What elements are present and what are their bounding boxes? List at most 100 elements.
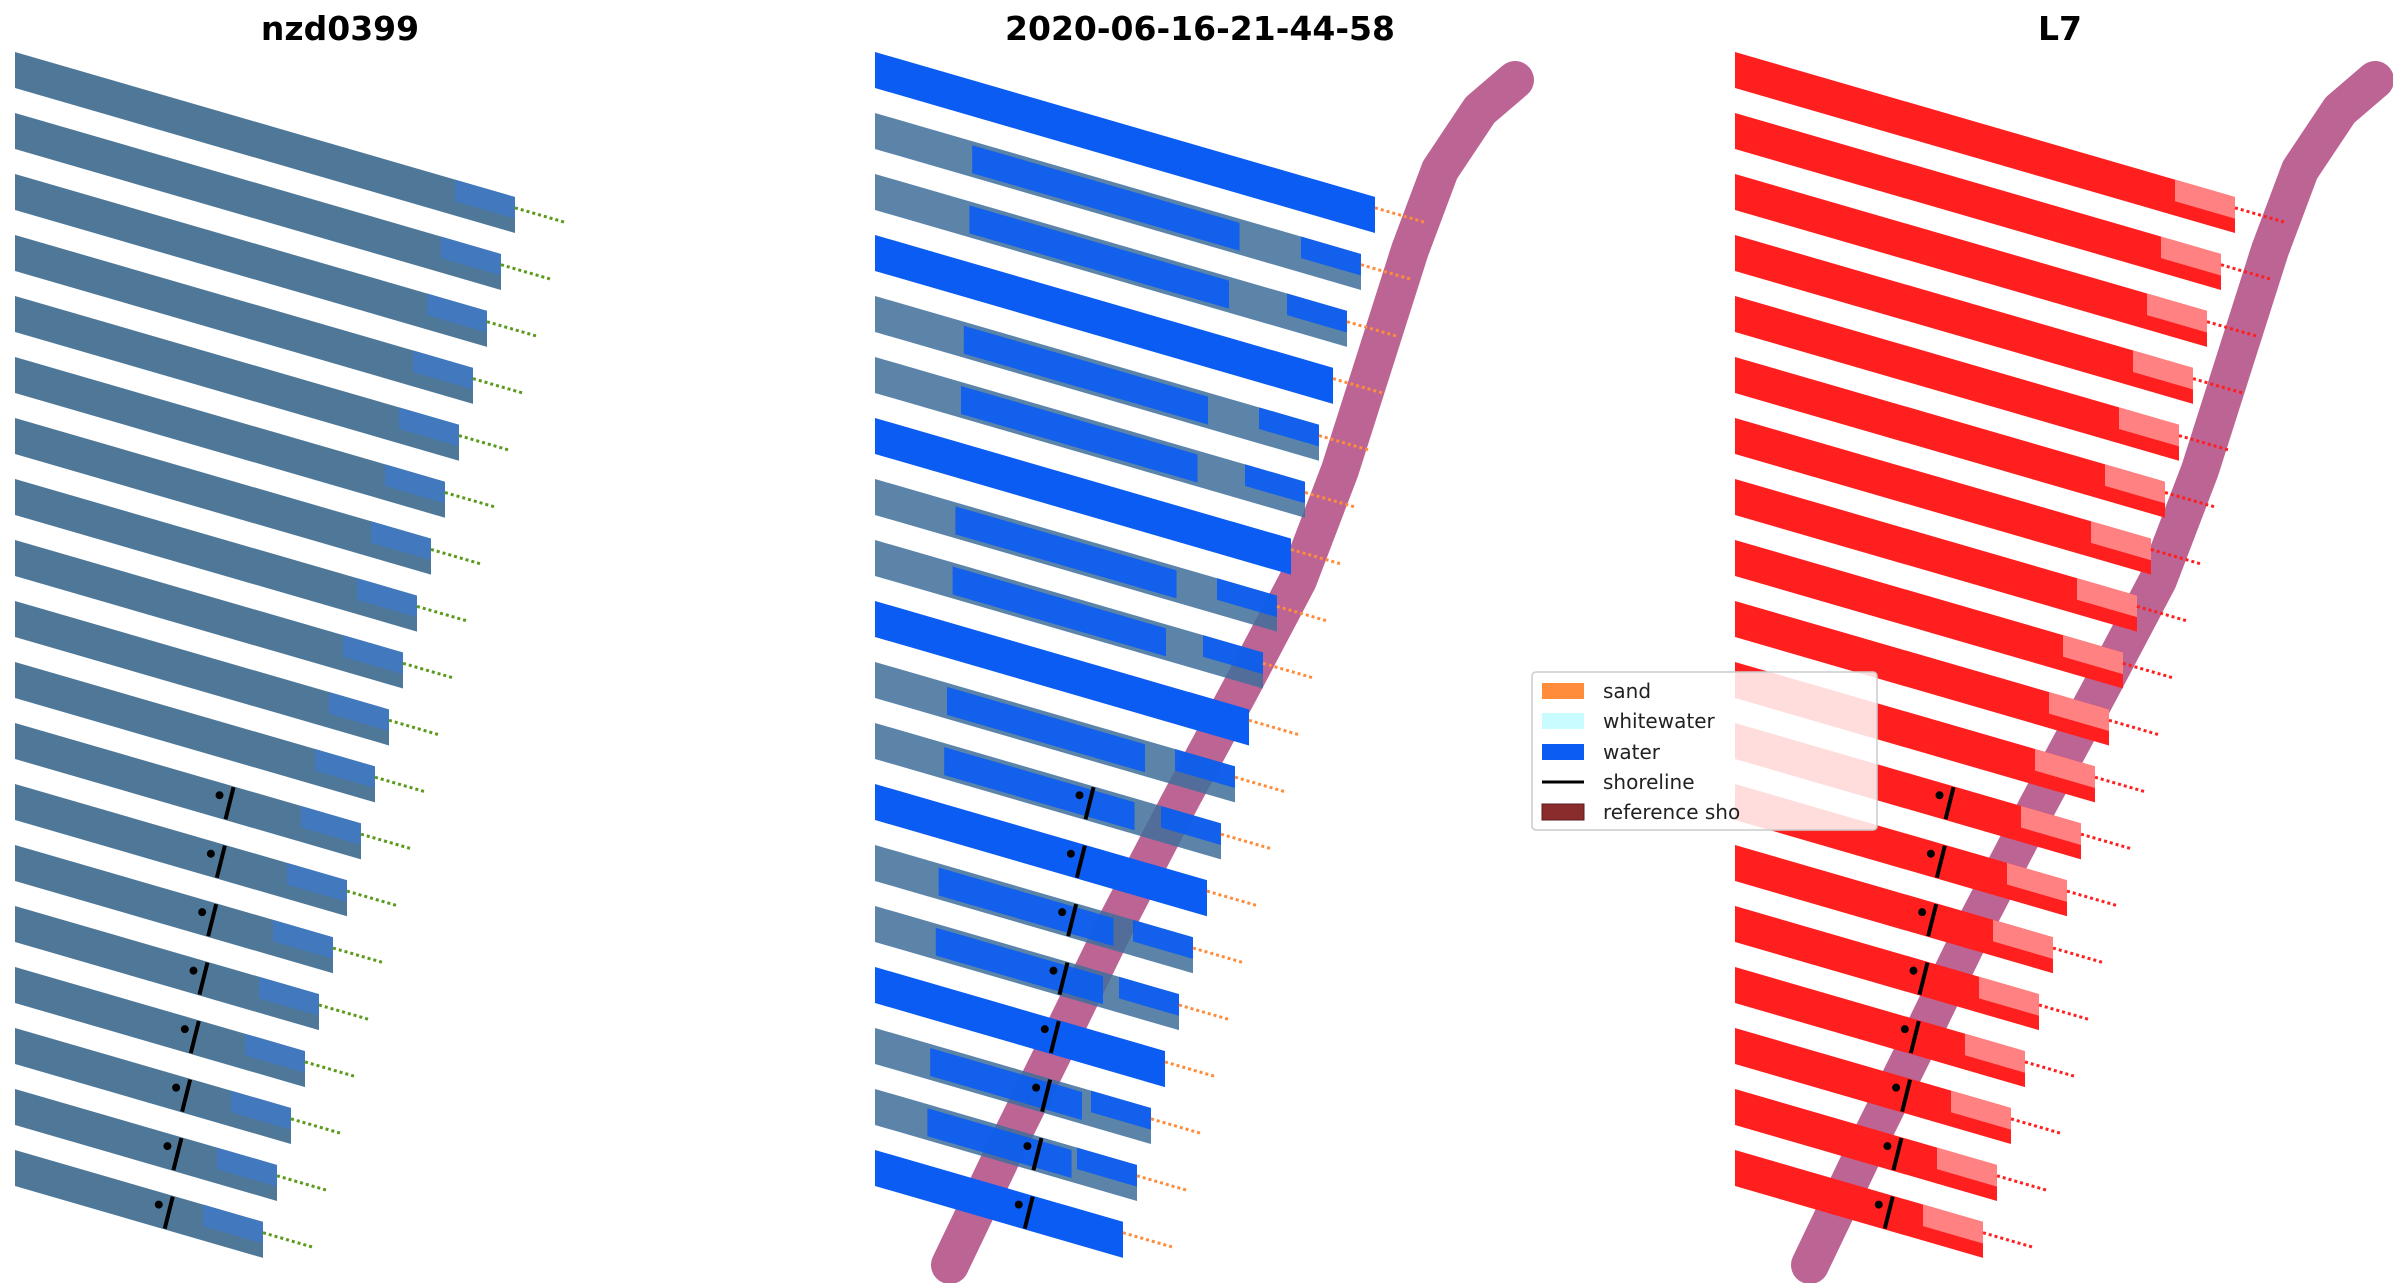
stripe-tail — [2038, 1003, 2090, 1021]
stripe-tip — [1175, 749, 1235, 788]
shoreline-dot — [206, 849, 215, 858]
panel-title-3: L7 — [2038, 9, 2082, 48]
image-stripe — [15, 418, 431, 575]
shoreline-dot — [1023, 1142, 1032, 1151]
stripe-tail — [1346, 320, 1398, 338]
stripe-tail — [388, 718, 440, 737]
shoreline-dot — [1918, 908, 1927, 917]
stripe-tip — [329, 692, 389, 732]
stripe-tip — [1077, 1147, 1137, 1187]
panel-index — [1735, 52, 2393, 1283]
shoreline-mark — [171, 1137, 184, 1171]
shoreline-mark — [1083, 786, 1096, 820]
image-stripe — [15, 906, 319, 1031]
stripe-tip — [2133, 350, 2193, 390]
shoreline-dot — [1014, 1200, 1023, 1209]
shoreline-mark — [1066, 903, 1079, 937]
stripe-tail — [360, 832, 412, 851]
shoreline-dot — [1926, 849, 1935, 858]
stripe-tip — [1063, 1204, 1123, 1244]
image-stripe — [1735, 540, 2123, 689]
image-stripe — [15, 235, 473, 404]
stripe-tail — [374, 775, 426, 794]
image-stripe — [1735, 845, 2053, 974]
stripe-tip — [1245, 464, 1305, 504]
image-stripe — [15, 784, 347, 917]
image-stripe — [15, 845, 333, 974]
stripe-tip — [2035, 749, 2095, 788]
image-stripe — [1735, 235, 2193, 404]
water-patch — [975, 85, 1250, 193]
stripe-tail — [1360, 263, 1412, 281]
stripe-tip — [2063, 635, 2123, 675]
stripe-tail — [1150, 1117, 1202, 1135]
shoreline-mark — [162, 1196, 175, 1230]
stripe-tail — [2122, 661, 2174, 680]
image-stripe — [1735, 296, 2179, 461]
stripe-tip — [413, 350, 473, 390]
stripe-tip — [1965, 1033, 2025, 1073]
legend-label-reference-shoreline: reference sho — [1603, 800, 1740, 824]
image-stripe — [1735, 52, 2235, 233]
shoreline-mark — [1926, 903, 1939, 937]
shoreline-mark — [1040, 1079, 1053, 1113]
stripe-tail — [318, 1003, 370, 1021]
water-patch — [969, 205, 1229, 309]
stripe-tail — [2234, 206, 2286, 224]
image-stripe — [1735, 418, 2151, 575]
stripe-tail — [1374, 206, 1426, 224]
stripe-tail — [2220, 263, 2272, 281]
shoreline-dot — [172, 1083, 181, 1092]
stripe-tail — [1192, 946, 1244, 964]
image-stripe — [1735, 113, 2221, 290]
stripe-tip — [1315, 179, 1375, 219]
stripe-tail — [1332, 377, 1384, 395]
stripe-tail — [514, 206, 566, 224]
stripe-tail — [500, 263, 552, 281]
shoreline-dot — [163, 1142, 172, 1151]
stripe-tail — [2094, 775, 2146, 794]
stripe-tip — [455, 179, 515, 219]
water-patch — [955, 506, 1177, 599]
stripe-tip — [441, 236, 501, 276]
image-stripe — [15, 601, 389, 746]
stripe-tip — [343, 635, 403, 675]
shoreline-mark — [1917, 962, 1930, 996]
water-patch — [963, 325, 1208, 425]
stripe-tail — [458, 434, 510, 452]
stripe-tail — [2150, 547, 2202, 566]
image-stripe — [1735, 479, 2137, 632]
shoreline-dot — [180, 1025, 189, 1034]
image-stripe — [1735, 174, 2207, 347]
stripe-tip — [1189, 692, 1249, 732]
image-stripe — [1735, 357, 2165, 518]
stripe-tail — [2108, 718, 2160, 737]
image-stripe — [15, 723, 361, 860]
stripe-tip — [1133, 919, 1193, 959]
stripe-tip — [1091, 1090, 1151, 1130]
stripe-tail — [1178, 1003, 1230, 1021]
legend-swatch-sand — [1542, 683, 1584, 699]
shoreline-dot — [1909, 966, 1918, 975]
stripe-tip — [357, 578, 417, 618]
stripe-tail — [1304, 491, 1356, 509]
shoreline-mark — [180, 1079, 193, 1113]
stripe-tip — [2049, 692, 2109, 732]
stripe-tail — [1982, 1231, 2034, 1249]
image-stripe — [15, 52, 515, 233]
stripe-tail — [444, 491, 496, 509]
stripe-tail — [416, 604, 468, 623]
stripe-tail — [262, 1231, 314, 1249]
stripe-tail — [1996, 1174, 2048, 1192]
stripe-tip — [1951, 1090, 2011, 1130]
stripe-tip — [385, 464, 445, 504]
legend-frame — [1531, 671, 1878, 831]
stripe-tip — [2007, 862, 2067, 902]
shoreline-dot — [1066, 849, 1075, 858]
water-patch — [966, 265, 1219, 367]
legend-swatch-water — [1542, 744, 1584, 760]
image-stripe — [15, 296, 459, 461]
stripe-tail — [1164, 1060, 1216, 1078]
shoreline-dot — [215, 791, 224, 800]
stripe-tip — [231, 1090, 291, 1130]
